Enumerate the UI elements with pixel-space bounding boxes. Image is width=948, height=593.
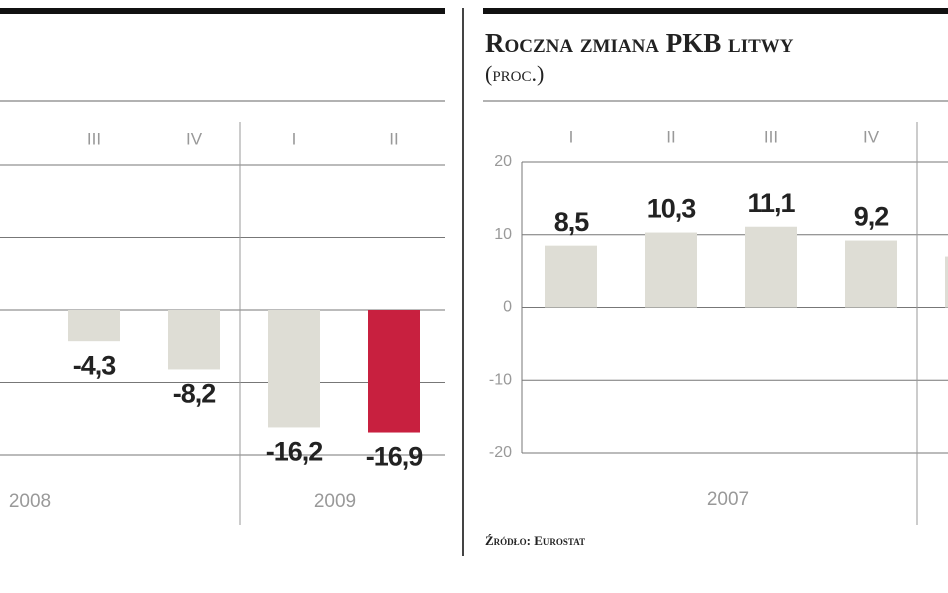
bar: [945, 256, 948, 308]
value-label: -16,2: [266, 437, 323, 467]
top-bar: [483, 8, 948, 14]
year-label: 2008: [9, 491, 51, 512]
value-label: -8,2: [173, 379, 216, 409]
bar: [745, 226, 797, 308]
value-label: -4,3: [73, 350, 117, 380]
x-tick-label: I: [569, 127, 574, 146]
top-bar: [0, 8, 445, 14]
x-tick-label: IV: [186, 129, 203, 148]
x-tick-label: III: [87, 129, 101, 148]
year-label: 2007: [707, 489, 749, 510]
y-tick-label: -10: [489, 371, 512, 388]
chart-title: Roczna zmiana PKB litwy: [485, 28, 794, 58]
source: Źródło: Eurostat: [485, 533, 585, 548]
y-tick-label: 10: [494, 226, 512, 243]
x-tick-label: IV: [863, 127, 880, 146]
value-label: 8,5: [554, 207, 590, 237]
x-tick-label: II: [666, 127, 675, 146]
x-tick-label: III: [764, 127, 778, 146]
value-label: -16,9: [366, 442, 424, 472]
bar: [645, 232, 697, 308]
year-label: 2009: [314, 491, 356, 512]
y-tick-label: 0: [503, 299, 512, 316]
value-label: 10,3: [647, 194, 697, 224]
y-tick-label: -20: [489, 444, 512, 461]
bar: [368, 310, 420, 433]
x-tick-label: II: [389, 129, 398, 148]
chart-subtitle: (proc.): [485, 61, 544, 86]
bar: [545, 245, 597, 308]
bar: [168, 310, 220, 370]
x-tick-label: I: [292, 129, 297, 148]
value-label: 11,1: [747, 188, 795, 218]
bar: [268, 310, 320, 428]
bar: [845, 240, 897, 308]
bar: [68, 310, 120, 342]
y-tick-label: 20: [494, 153, 512, 170]
value-label: 9,2: [854, 202, 889, 232]
